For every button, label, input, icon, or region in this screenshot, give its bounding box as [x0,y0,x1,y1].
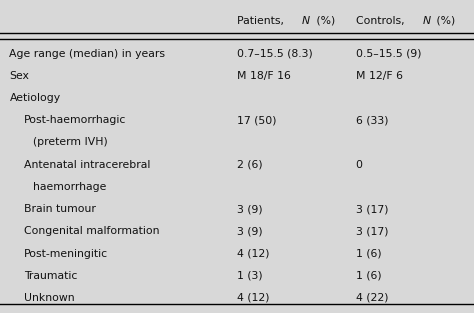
Text: M 18/F 16: M 18/F 16 [237,71,291,81]
Text: Age range (median) in years: Age range (median) in years [9,49,165,59]
Text: 0.5–15.5 (9): 0.5–15.5 (9) [356,49,421,59]
Text: (preterm IVH): (preterm IVH) [33,137,108,147]
Text: Controls,: Controls, [356,16,408,26]
Text: 1 (3): 1 (3) [237,271,263,281]
Text: Antenatal intracerebral: Antenatal intracerebral [24,160,150,170]
Text: N: N [423,16,431,26]
Text: Congenital malformation: Congenital malformation [24,226,159,236]
Text: Post-haemorrhagic: Post-haemorrhagic [24,115,126,125]
Text: 0: 0 [356,160,363,170]
Text: 4 (22): 4 (22) [356,293,388,303]
Text: Sex: Sex [9,71,29,81]
Text: 3 (9): 3 (9) [237,204,263,214]
Text: 1 (6): 1 (6) [356,249,381,259]
Text: (%): (%) [433,16,456,26]
Text: N: N [302,16,310,26]
Text: 3 (9): 3 (9) [237,226,263,236]
Text: 0.7–15.5 (8.3): 0.7–15.5 (8.3) [237,49,313,59]
Text: Post-meningitic: Post-meningitic [24,249,108,259]
Text: M 12/F 6: M 12/F 6 [356,71,402,81]
Text: 4 (12): 4 (12) [237,249,270,259]
Text: Unknown: Unknown [24,293,74,303]
Text: 3 (17): 3 (17) [356,204,388,214]
Text: 2 (6): 2 (6) [237,160,263,170]
Text: haemorrhage: haemorrhage [33,182,107,192]
Text: 3 (17): 3 (17) [356,226,388,236]
Text: 4 (12): 4 (12) [237,293,270,303]
Text: 17 (50): 17 (50) [237,115,276,125]
Text: Brain tumour: Brain tumour [24,204,96,214]
Text: Aetiology: Aetiology [9,93,61,103]
Text: Traumatic: Traumatic [24,271,77,281]
Text: 6 (33): 6 (33) [356,115,388,125]
Text: (%): (%) [313,16,335,26]
Text: Patients,: Patients, [237,16,288,26]
Text: 1 (6): 1 (6) [356,271,381,281]
